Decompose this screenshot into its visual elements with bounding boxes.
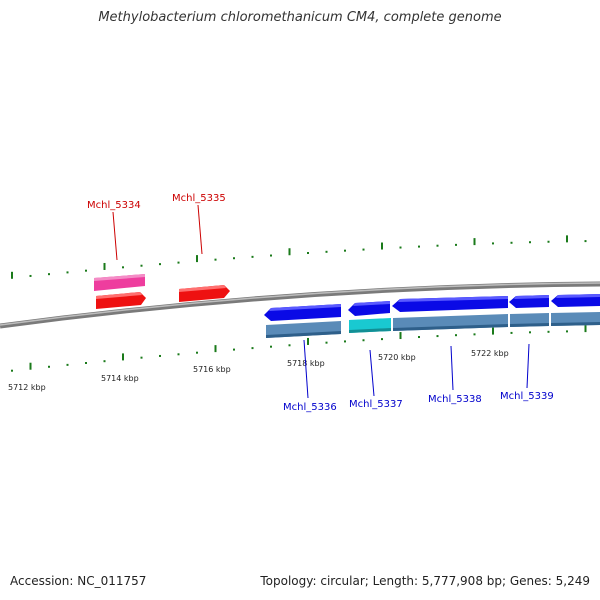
scale-label: 5716 kbp [193, 365, 231, 374]
gene-mchl-5338[interactable] [392, 296, 508, 312]
label-mchl-5336[interactable]: Mchl_5336 [283, 402, 337, 413]
label-mchl-5337[interactable]: Mchl_5337 [349, 399, 403, 410]
label-mchl-5339[interactable]: Mchl_5339 [500, 391, 554, 402]
scale-label: 5722 kbp [471, 349, 509, 358]
cds-track-5337[interactable] [349, 318, 391, 333]
cds-track-5339[interactable] [510, 313, 549, 327]
scale-label: 5714 kbp [101, 374, 139, 383]
cds-track-5336[interactable] [266, 321, 341, 338]
label-mchl-5335[interactable]: Mchl_5335 [172, 193, 226, 204]
ticks-top [11, 235, 587, 279]
map-title: Methylobacterium chloromethanicum CM4, c… [98, 10, 502, 25]
accession-text: Accession: NC_011757 [10, 574, 147, 588]
gene-mchl-5337[interactable] [348, 301, 390, 316]
ticks-bottom [11, 325, 587, 372]
gene-mchl-5334-cds[interactable] [96, 292, 146, 309]
gene-mchl-5334[interactable] [94, 274, 145, 291]
gene-mchl-5335[interactable] [179, 285, 230, 302]
gene-next-blue[interactable] [551, 294, 600, 307]
cds-track-5338[interactable] [393, 314, 508, 331]
label-connectors [112, 204, 530, 399]
scale-label: 5712 kbp [8, 383, 46, 392]
topology-summary: Topology: circular; Length: 5,777,908 bp… [260, 574, 590, 588]
gene-mchl-5336[interactable] [264, 304, 341, 321]
gene-mchl-5339[interactable] [509, 295, 549, 308]
label-mchl-5338[interactable]: Mchl_5338 [428, 394, 482, 405]
genome-backbone [0, 281, 600, 329]
scale-label: 5720 kbp [378, 353, 416, 362]
cds-track-next[interactable] [551, 312, 600, 326]
label-mchl-5334[interactable]: Mchl_5334 [87, 200, 141, 211]
